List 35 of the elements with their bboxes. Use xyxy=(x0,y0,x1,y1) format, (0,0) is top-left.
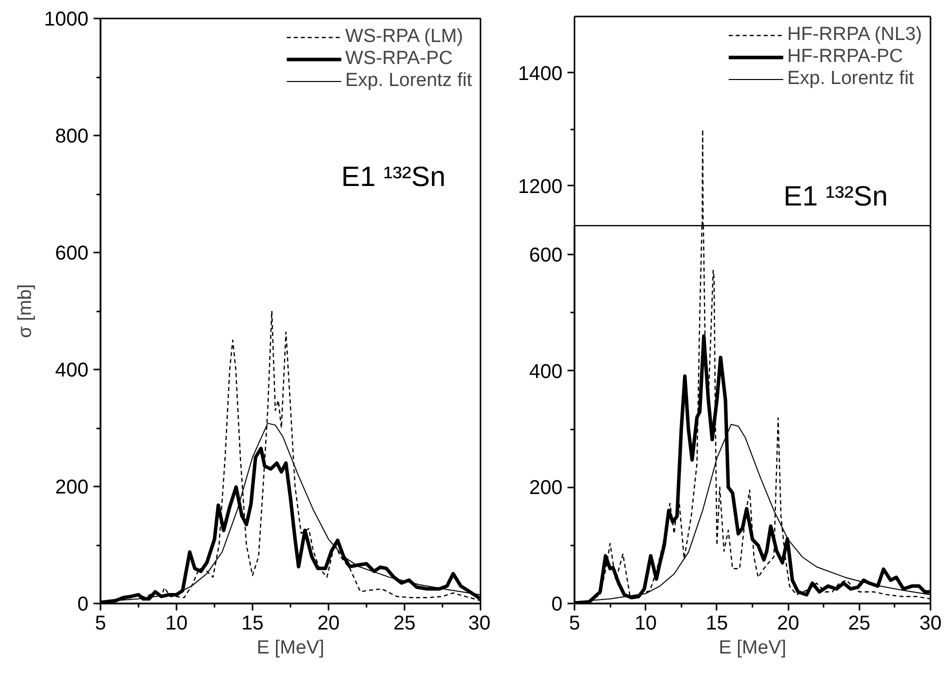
x-tick-label: 20 xyxy=(776,612,800,634)
y-tick-label: 200 xyxy=(55,476,89,498)
x-tick-label: 30 xyxy=(468,612,491,634)
y-tick-label: 600 xyxy=(55,242,89,264)
x-tick-label: 10 xyxy=(634,612,657,634)
y-tick-label: 200 xyxy=(529,477,563,500)
x-tick-label: 10 xyxy=(165,612,188,634)
y-tick-label: 600 xyxy=(529,244,563,267)
x-tick-label: 15 xyxy=(241,612,264,634)
x-tick-label: 30 xyxy=(919,612,942,634)
y-tick-label: 400 xyxy=(55,360,89,382)
legend-label: WS-RPA-PC xyxy=(345,48,453,70)
x-tick-label: 25 xyxy=(393,612,416,634)
legend-label: Exp. Lorentz fit xyxy=(787,68,914,90)
legend-label: WS-RPA (LM) xyxy=(345,26,464,48)
y-tick-label: 0 xyxy=(551,594,562,616)
x-tick-label: 15 xyxy=(706,612,728,634)
y-tick-label: 1000 xyxy=(44,8,89,30)
annotation: E1 ¹³²Sn xyxy=(341,160,446,192)
x-tick-label: 20 xyxy=(317,612,340,634)
y-tick-label: 0 xyxy=(77,594,88,616)
x-axis-title: E [MeV] xyxy=(718,638,786,658)
legend-label: HF-RRPA-PC xyxy=(787,46,903,68)
annotation: E1 ¹³²Sn xyxy=(784,180,888,212)
x-axis-title: E [MeV] xyxy=(256,638,324,658)
legend-label: Exp. Lorentz fit xyxy=(345,70,472,92)
y-axis-title: σ [mb] xyxy=(15,284,36,338)
y-tick-label: 1200 xyxy=(518,176,563,198)
y-tick-label: 1400 xyxy=(518,62,563,85)
x-tick-label: 5 xyxy=(568,612,580,634)
y-tick-label: 400 xyxy=(529,360,563,383)
x-tick-label: 5 xyxy=(94,612,106,634)
x-tick-label: 25 xyxy=(848,612,870,634)
legend-label: HF-RRPA (NL3) xyxy=(787,24,922,46)
y-tick-label: 800 xyxy=(55,126,89,148)
